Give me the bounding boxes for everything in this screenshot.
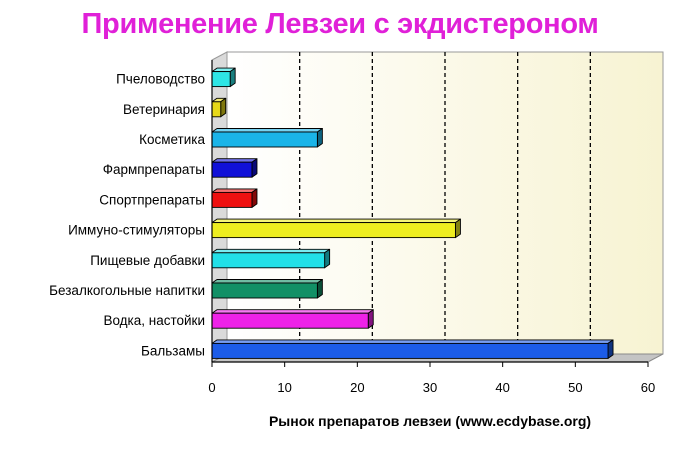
chart-title: Применение Левзеи с экдистероном: [81, 8, 599, 40]
category-label: Водка, настойки: [103, 313, 205, 328]
bar: [211, 188, 258, 208]
bar: [211, 97, 227, 118]
category-label: Фармпрепараты: [103, 162, 205, 177]
bar: [211, 218, 461, 239]
x-tick-label: 50: [568, 380, 582, 395]
bar: [211, 248, 331, 269]
x-axis-title: Рынок препаратов левзеи (www.ecdybase.or…: [268, 413, 592, 429]
bar: [211, 339, 614, 359]
category-label: Иммуно-стимуляторы: [68, 223, 205, 238]
x-tick-label: 20: [350, 380, 364, 395]
x-tick-label: 10: [277, 380, 291, 395]
x-tick-label: 40: [495, 380, 509, 395]
bar: [211, 309, 374, 329]
category-label: Спортпрепараты: [99, 192, 205, 207]
category-label: Безалкогольные напитки: [49, 283, 205, 298]
x-tick-label: 30: [423, 380, 437, 395]
bar: [211, 279, 323, 299]
x-tick-label: 60: [641, 380, 655, 395]
category-label: Ветеринария: [123, 102, 205, 117]
x-tick-label: 0: [208, 380, 215, 395]
category-label: Косметика: [139, 132, 205, 147]
bar: [211, 158, 258, 178]
category-label: Пчеловодство: [116, 72, 205, 87]
category-label: Пищевые добавки: [90, 253, 205, 268]
bar: [211, 67, 236, 88]
bar: [211, 128, 323, 148]
category-label: Бальзамы: [141, 343, 205, 358]
